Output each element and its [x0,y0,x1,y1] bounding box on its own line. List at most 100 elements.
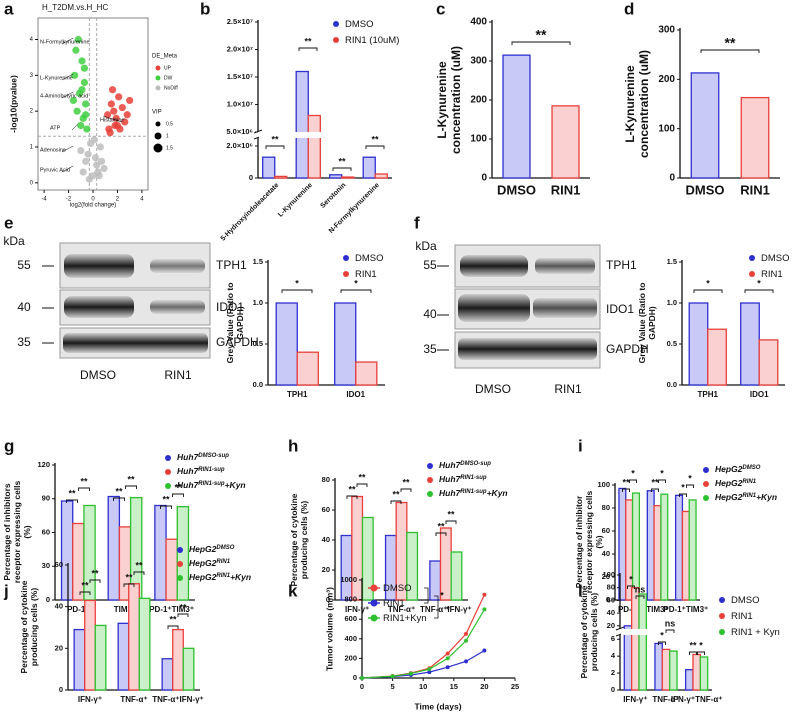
legend-label: HepG2DMSO [189,544,235,554]
y-tick-label: 6 [611,634,615,643]
panel-label: h [288,436,298,455]
legend-marker [177,561,183,567]
y-tick-label: 0 [606,595,610,604]
x-tick-label: L-Kynurenine [277,182,314,219]
y-tick-label: 40 [55,602,63,611]
legend-sup: DMSO [742,465,760,471]
point [482,607,487,612]
legend-marker [165,455,171,461]
significance-bracket [298,47,318,51]
bar [690,72,720,179]
legend-name: HepG2 [189,572,217,582]
significance-bracket [390,500,402,504]
legend-name: RIN1+Kyn [383,613,427,624]
significance-bracket [400,488,412,492]
point [78,86,86,94]
significance: ** [392,489,400,499]
legend-marker [155,65,161,71]
bar [165,538,178,601]
significance-bracket [79,591,91,595]
bar [362,156,376,179]
annotation: ATP [50,125,61,131]
panel-label: j [3,581,9,600]
axis-break [254,132,262,138]
blot-marker: 40 [423,307,437,321]
panel-label: g [4,436,14,455]
significance: * [706,278,710,288]
point [94,168,102,176]
legend-label: DMSO [383,583,412,594]
x-axis-label: Time (days) [414,701,461,711]
y-tick-label: 0.5 [253,339,263,348]
panel-label: f [414,213,420,232]
legend-sup: DMSO [216,545,234,551]
x-tick-label: PD-1⁺TIM3⁺ [663,605,708,614]
bar [60,500,74,601]
x-tick-label: 5-Hydroxyindoleacetate [220,182,281,243]
panel-label: a [4,0,14,18]
significance: ** [271,134,279,144]
x-tick-label: RIN1 [740,182,770,197]
blot-unit: kDa [415,239,437,253]
x-tick-label: TPH1 [287,390,308,399]
y-tick-label: 5.0×10⁶ [226,127,253,136]
legend-name: RIN1 [731,611,753,622]
point [121,118,129,126]
panel-label: e [4,213,13,232]
bar [296,351,319,386]
blot-band [533,298,597,318]
legend-marker [719,629,725,635]
significance: * [631,468,635,478]
significance: ** [162,494,170,504]
legend-label: DMSO [345,19,374,30]
point [464,631,469,636]
bar [646,490,655,601]
bar [154,504,167,601]
point [90,136,98,144]
y-tick-label: 40 [322,535,330,544]
bar [172,628,184,691]
x-tick-label: TNF-α⁺ [652,695,679,704]
size-marker [153,143,163,153]
y-tick-label: 1.0 [253,298,263,307]
bar [107,495,121,601]
legend-marker [427,477,433,483]
y-tick-label: 100 [597,480,610,489]
legend-sup: RIN1-sup [460,489,487,495]
bar [638,593,648,691]
panel-label: d [624,0,634,18]
bar [429,560,442,601]
legend-name: Huh7 [439,488,462,498]
y-axis-label: Percentage of cytokineproducing cells (%… [289,493,309,586]
legend-marker [370,584,378,592]
bar [684,669,694,691]
legend-label: Huh7DMSO-sup [177,452,229,462]
y-axis-label: L-Kynurenineconcentration (uM) [623,50,651,158]
y-tick-label: 20 [602,572,610,581]
bar [128,583,140,691]
bar [623,625,633,691]
legend-marker [370,614,378,622]
point [390,674,395,679]
legend-label: DMSO [355,253,384,264]
significance: * [757,278,761,288]
bar [361,516,374,601]
point [80,78,89,87]
legend-label: HepG2RIN1 [189,558,231,568]
legend-label: RIN1 + Kyn [731,627,780,638]
bar [439,527,452,601]
significance-bracket [627,585,635,589]
significance-bracket [332,167,352,171]
blot-protein: GAPDH [606,342,649,356]
significance: * [446,604,450,614]
axis-break-mark [615,626,625,631]
blot-band [458,338,597,360]
x-tick-label: PD-1⁺TIM3⁺ [149,605,194,614]
legend-marker [749,255,755,261]
legend-name: RIN1 (10uM) [345,35,399,46]
blot-e [59,242,211,359]
significance: ** [179,602,187,612]
significance: ** [725,35,736,51]
significance: * [688,473,692,483]
y-tick-label: 300 [470,56,487,67]
